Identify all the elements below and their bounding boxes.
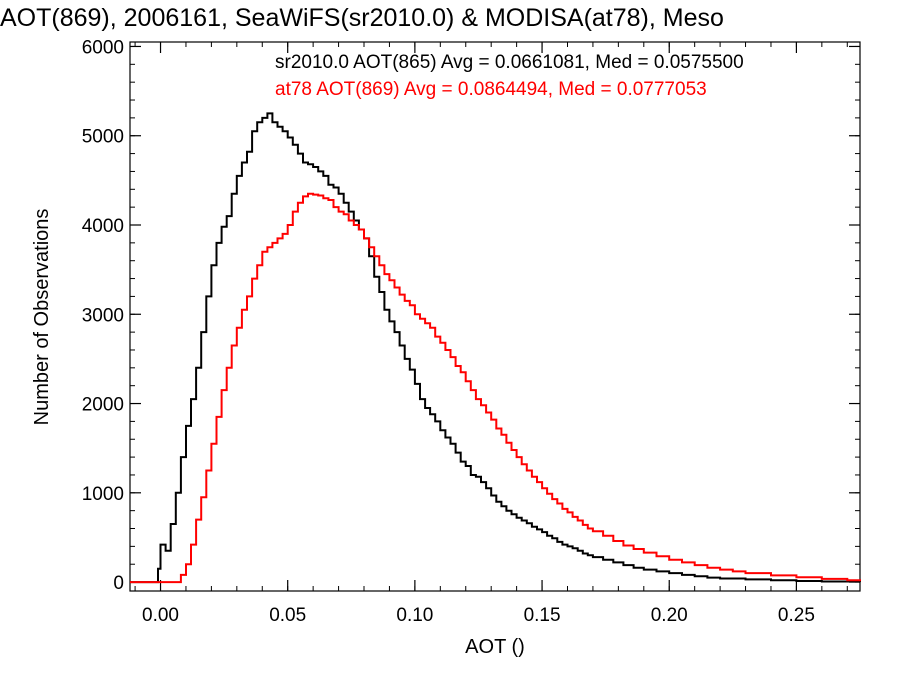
chart-title: AOT(869), 2006161, SeaWiFS(sr2010.0) & M… bbox=[0, 4, 724, 32]
y-axis-ticks: 0 1000 2000 3000 4000 5000 6000 bbox=[82, 37, 860, 594]
plot-border bbox=[129, 41, 861, 592]
y-tick-label: 6000 bbox=[82, 37, 124, 58]
plot-frame bbox=[129, 41, 861, 592]
annotation-at78: at78 AOT(869) Avg = 0.0864494, Med = 0.0… bbox=[275, 79, 707, 100]
x-tick-label: 0.15 bbox=[524, 605, 561, 626]
y-axis-label: Number of Observations bbox=[31, 209, 53, 426]
x-tick-label: 0.00 bbox=[142, 605, 179, 626]
y-tick-label: 2000 bbox=[82, 395, 124, 416]
x-axis-ticks: 0.00 0.05 0.10 0.15 0.20 0.25 bbox=[134, 42, 848, 626]
y-tick-label: 0 bbox=[113, 573, 124, 594]
series-at78-histogram bbox=[130, 192, 861, 584]
y-tick-label: 1000 bbox=[82, 484, 124, 505]
y-tick-label: 3000 bbox=[82, 305, 124, 326]
x-tick-label: 0.25 bbox=[778, 605, 815, 626]
x-tick-label: 0.05 bbox=[269, 605, 306, 626]
y-tick-label: 5000 bbox=[82, 127, 124, 148]
y-tick-label: 4000 bbox=[82, 216, 124, 237]
series-layer bbox=[130, 112, 861, 584]
x-axis-label: AOT () bbox=[465, 636, 525, 658]
x-tick-label: 0.10 bbox=[396, 605, 433, 626]
annotation-sr2010: sr2010.0 AOT(865) Avg = 0.0661081, Med =… bbox=[275, 52, 744, 73]
x-tick-label: 0.20 bbox=[651, 605, 688, 626]
series-sr2010-histogram bbox=[130, 112, 861, 584]
